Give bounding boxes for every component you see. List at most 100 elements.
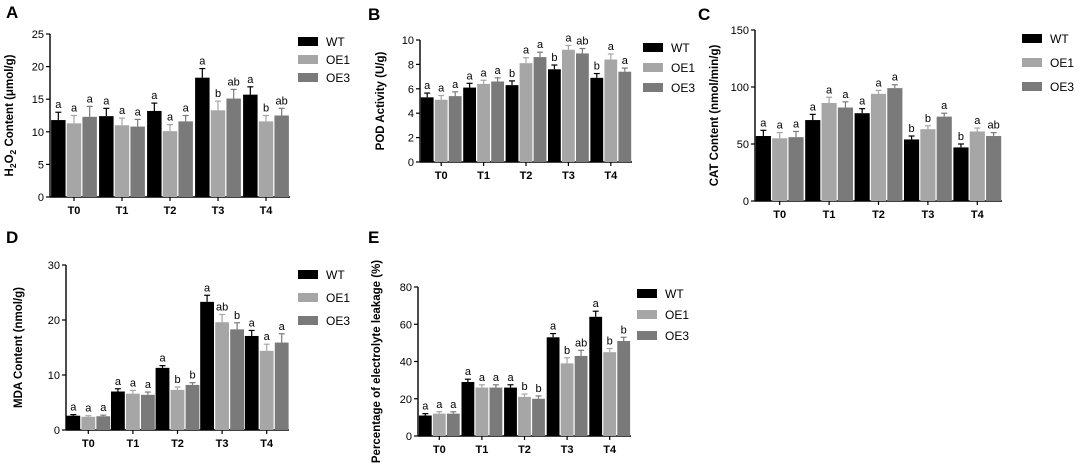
significance-letter: a <box>422 401 429 413</box>
x-tick-label: T1 <box>823 209 836 221</box>
significance-letter: a <box>810 101 817 113</box>
bar-wt-t1 <box>99 116 114 197</box>
bar-wt-t4 <box>243 94 258 197</box>
bar-wt-t3 <box>548 69 561 162</box>
y-tick-label: 60 <box>400 319 412 331</box>
significance-letter: a <box>974 115 981 127</box>
legend-swatch-oe3 <box>643 83 663 92</box>
bar-wt-t2 <box>147 110 162 197</box>
y-tick-label: 20 <box>32 62 44 74</box>
bar-wt-t3 <box>195 77 210 197</box>
legend-label-oe1: OE1 <box>326 53 350 67</box>
legend-swatch-oe1 <box>637 310 657 319</box>
x-tick-label: T2 <box>164 205 177 217</box>
bar-oe1-t3 <box>560 363 574 436</box>
bar-oe1-t3 <box>920 129 936 201</box>
y-axis-label: H2O2 Content (μmol/g) <box>4 54 18 176</box>
bar-oe3-t2 <box>178 121 193 197</box>
y-tick-label: 10 <box>48 370 60 382</box>
significance-letter: ab <box>988 120 1000 132</box>
y-tick-label: 8 <box>408 59 414 71</box>
x-tick-label: T4 <box>604 170 618 182</box>
significance-letter: a <box>479 372 486 384</box>
significance-letter: b <box>234 310 240 322</box>
significance-letter: a <box>70 402 77 414</box>
bar-oe3-t1 <box>837 107 853 201</box>
y-tick-label: 0 <box>54 425 60 437</box>
bar-oe3-t2 <box>887 88 903 201</box>
significance-letter: a <box>130 377 137 389</box>
y-tick-label: 150 <box>731 25 749 37</box>
significance-letter: a <box>826 84 833 96</box>
x-tick-label: T0 <box>773 209 786 221</box>
bar-wt-t1 <box>463 87 476 162</box>
significance-letter: a <box>777 120 784 132</box>
significance-letter: b <box>263 103 269 115</box>
bar-wt-t2 <box>155 367 170 430</box>
bar-wt-t4 <box>589 316 603 436</box>
significance-letter: a <box>842 89 849 101</box>
bar-oe1-t1 <box>821 102 837 201</box>
x-tick-label: T4 <box>603 444 617 456</box>
bar-oe3-t1 <box>489 387 503 436</box>
legend-label-oe3: OE3 <box>326 71 350 85</box>
significance-letter: b <box>509 68 515 80</box>
x-tick-label: T1 <box>116 205 129 217</box>
significance-letter: a <box>424 80 431 92</box>
significance-letter: a <box>279 321 286 333</box>
significance-letter: a <box>159 353 166 365</box>
significance-letter: a <box>55 99 62 111</box>
bar-oe1-t0 <box>434 99 448 162</box>
significance-letter: b <box>189 370 195 382</box>
y-tick-label: 15 <box>32 94 44 106</box>
bar-wt-t1 <box>111 391 125 430</box>
significance-letter: a <box>167 112 174 124</box>
bar-oe3-t3 <box>230 329 244 430</box>
legend-swatch-oe3 <box>1022 82 1042 91</box>
bar-wt-t0 <box>418 415 432 436</box>
y-tick-label: 50 <box>737 139 749 151</box>
legend-swatch-wt <box>637 289 657 298</box>
significance-letter: a <box>85 403 92 415</box>
y-tick-label: 0 <box>743 196 749 208</box>
y-tick-label: 20 <box>48 315 60 327</box>
significance-letter: a <box>481 67 488 79</box>
bar-oe3-t4 <box>986 136 1002 201</box>
bar-oe3-t0 <box>446 413 460 436</box>
bar-oe1-t4 <box>259 350 274 430</box>
significance-letter: a <box>450 399 457 411</box>
significance-letter: b <box>564 345 570 357</box>
y-tick-label: 6 <box>408 84 414 96</box>
significance-letter: b <box>925 113 931 125</box>
significance-letter: a <box>264 331 271 343</box>
bar-oe3-t0 <box>448 96 462 162</box>
significance-letter: a <box>436 399 443 411</box>
legend-label-wt: WT <box>326 35 345 49</box>
significance-letter: b <box>909 123 915 135</box>
y-tick-label: 5 <box>38 159 44 171</box>
bar-oe3-t2 <box>185 384 200 430</box>
y-tick-label: 80 <box>400 282 412 294</box>
legend-swatch-wt <box>298 37 318 46</box>
significance-letter: ab <box>576 36 588 48</box>
x-tick-label: T4 <box>260 205 274 217</box>
significance-letter: a <box>892 72 899 84</box>
y-axis-label-part: H <box>4 168 16 176</box>
legend-label-oe1: OE1 <box>671 61 695 75</box>
significance-letter: a <box>247 74 254 86</box>
legend-swatch-oe3 <box>298 73 318 82</box>
x-tick-label: T4 <box>260 438 274 450</box>
bar-oe1-t2 <box>518 396 531 436</box>
legend-label-oe3: OE3 <box>665 329 689 343</box>
significance-letter: a <box>550 321 557 333</box>
significance-letter: ab <box>228 76 240 88</box>
significance-letter: b <box>958 131 964 143</box>
significance-letter: a <box>151 90 158 102</box>
bar-wt-t3 <box>546 337 560 436</box>
x-tick-label: T3 <box>921 209 934 221</box>
significance-letter: a <box>760 117 767 129</box>
